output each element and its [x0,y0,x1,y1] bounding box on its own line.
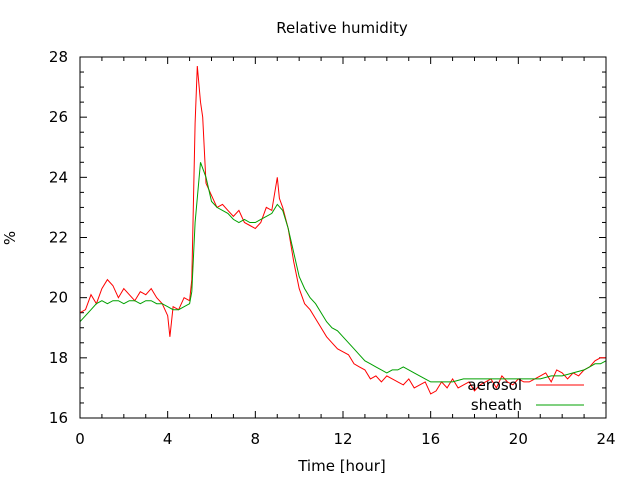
axis-ticks: 0 4 8 12 16 20 24 16 18 20 22 24 26 28 [49,48,616,448]
x-tick-label: 0 [75,430,85,448]
y-tick-label: 26 [49,108,68,126]
series-layer [79,65,607,395]
y-tick-label: 18 [49,349,68,367]
x-tick-label: 4 [163,430,173,448]
series-line-sheath [79,162,607,383]
x-axis-label: Time [hour] [297,457,386,475]
y-tick-label: 24 [49,168,68,186]
legend-label-aerosol: aerosol [467,376,522,394]
y-tick-label: 20 [49,289,68,307]
series-line-aerosol [79,65,606,395]
x-tick-label: 16 [421,430,440,448]
x-tick-label: 20 [509,430,528,448]
chart-title: Relative humidity [276,19,408,37]
plot-frame [79,56,607,419]
x-tick-label: 8 [251,430,261,448]
legend: aerosol sheath [467,376,584,414]
y-tick-label: 22 [49,229,68,247]
x-tick-label: 12 [333,430,352,448]
x-tick-label: 24 [596,430,615,448]
y-tick-label: 16 [49,409,68,427]
y-tick-label: 28 [49,48,68,66]
legend-label-sheath: sheath [471,396,522,414]
y-axis-label: % [1,231,19,245]
